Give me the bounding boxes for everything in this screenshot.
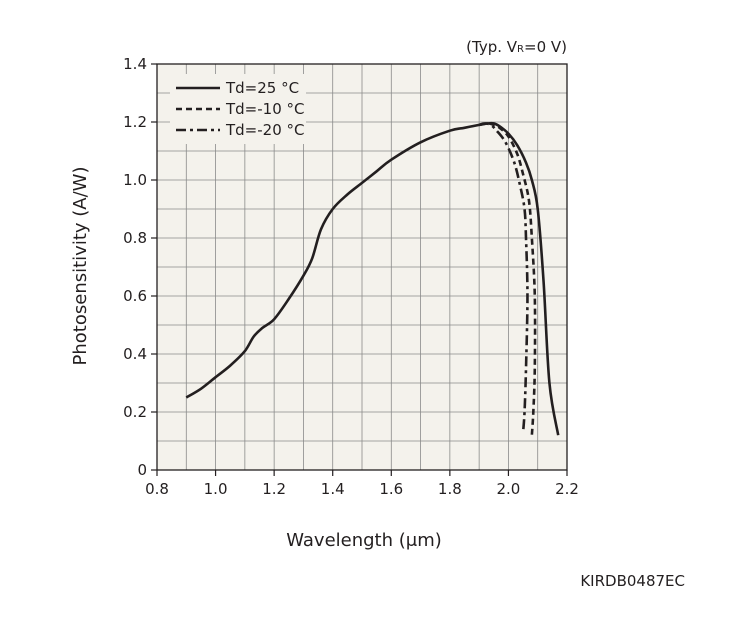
x-tick-label: 1.6 bbox=[379, 480, 403, 498]
y-tick-label: 0.4 bbox=[123, 345, 147, 363]
y-axis-title: Photosensitivity (A/W) bbox=[70, 167, 91, 366]
series-line-1 bbox=[185, 121, 560, 436]
axes: 0.8 1.0 1.2 1.4 1.6 1.8 2.0 2.2 0 0.2 0.4 0.6 0.8 1.0… bbox=[123, 55, 579, 498]
x-tick-label: 0.8 bbox=[145, 480, 169, 498]
x-tick-label: 2.0 bbox=[496, 480, 520, 498]
y-tick-label: 1.4 bbox=[123, 55, 147, 73]
y-tick-label: 0.2 bbox=[123, 403, 147, 421]
figure-code: KIRDB0487EC bbox=[580, 572, 685, 590]
series-line-2 bbox=[478, 122, 537, 436]
x-axis-title: Wavelength (μm) bbox=[286, 530, 442, 551]
y-tick-label: 0.8 bbox=[123, 229, 147, 247]
y-tick-label: 1.2 bbox=[123, 113, 147, 131]
condition-note: (Typ. VR=0 V) bbox=[466, 38, 567, 56]
plot-frame bbox=[156, 63, 568, 471]
series-lines bbox=[185, 121, 560, 436]
legend-background bbox=[170, 74, 306, 144]
x-tick-label: 1.0 bbox=[204, 480, 228, 498]
legend-label: Td=25 °C bbox=[225, 79, 299, 97]
legend: Td=25 °C Td=-10 °C Td=-20 °C bbox=[170, 74, 306, 144]
y-tick-label: 0.6 bbox=[123, 287, 147, 305]
x-tick-label: 1.8 bbox=[438, 480, 462, 498]
legend-label: Td=-20 °C bbox=[225, 121, 305, 139]
y-tick-label: 1.0 bbox=[123, 171, 147, 189]
x-tick-label: 1.4 bbox=[321, 480, 345, 498]
legend-label: Td=-10 °C bbox=[225, 100, 305, 118]
x-tick-label: 1.2 bbox=[262, 480, 286, 498]
x-tick-label: 2.2 bbox=[555, 480, 579, 498]
y-tick-label: 0 bbox=[137, 461, 147, 479]
